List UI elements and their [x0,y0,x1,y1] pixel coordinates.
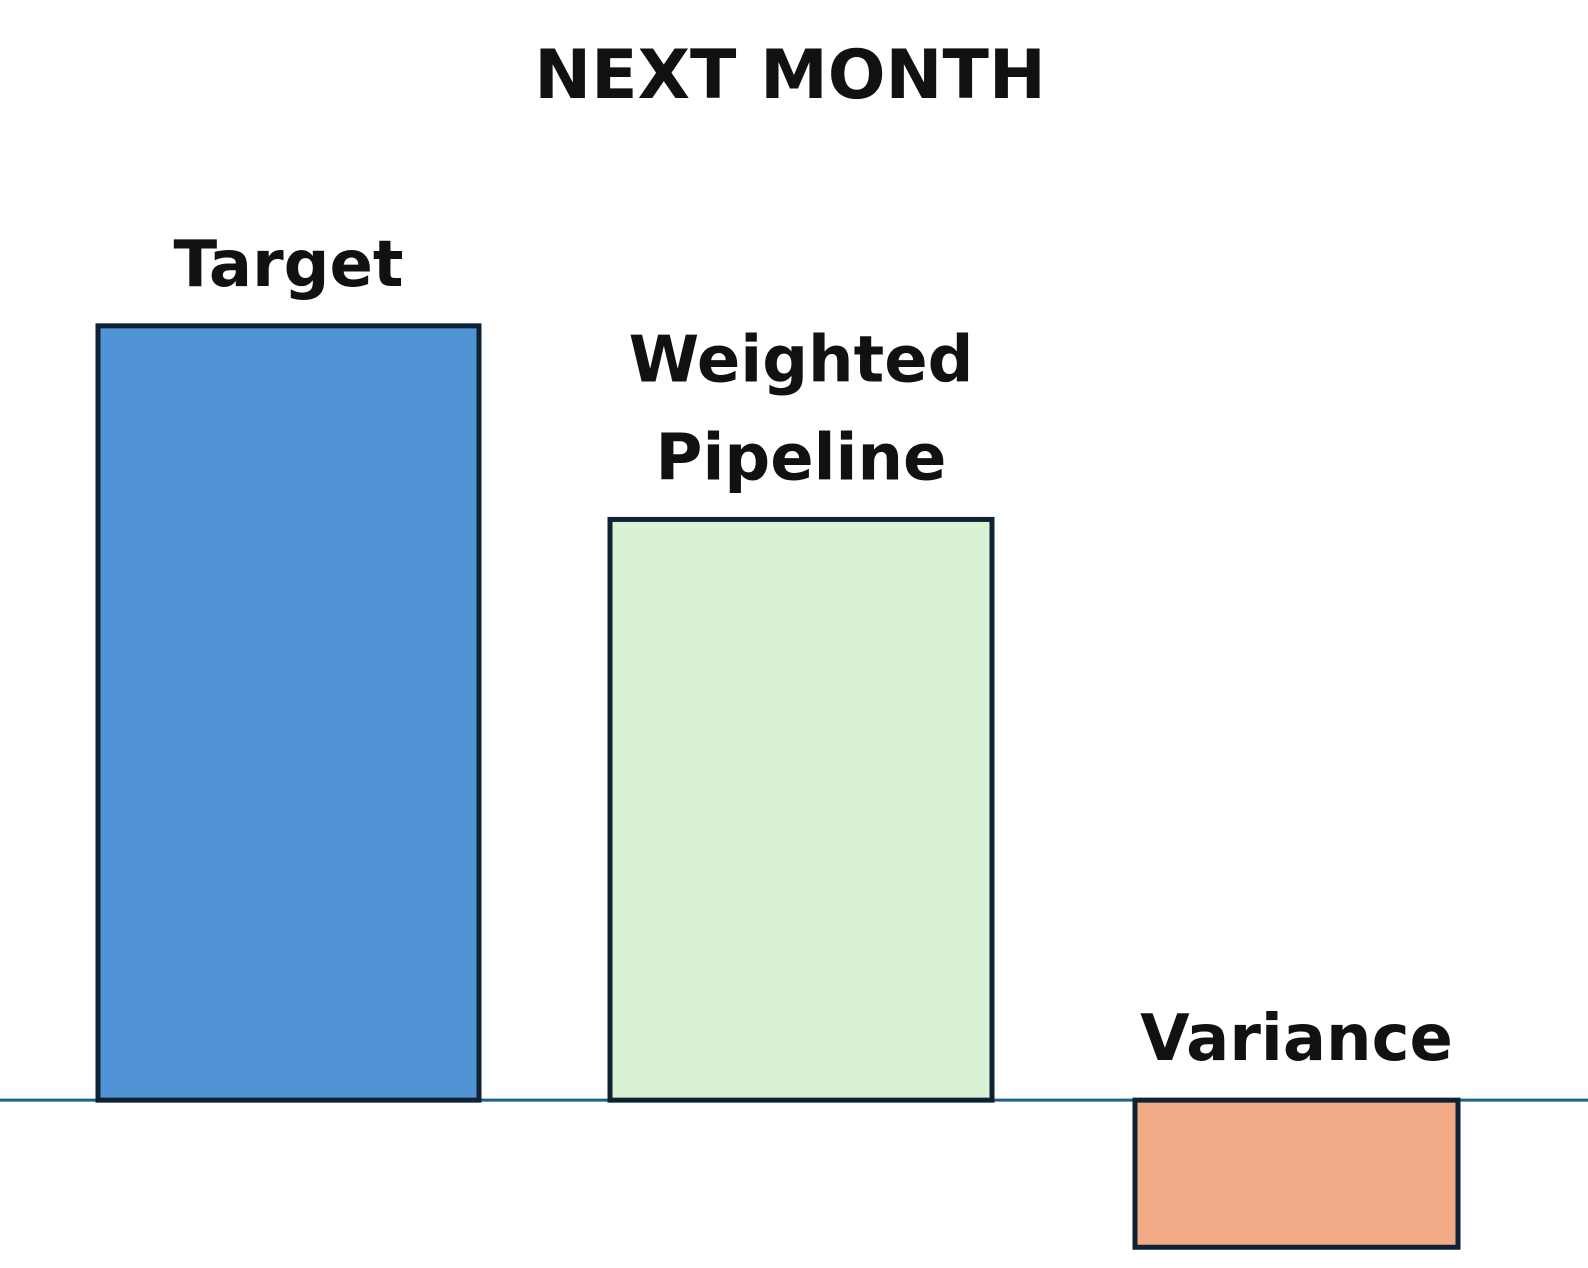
bar [607,516,995,1103]
category-label: Target [174,228,404,302]
chart-title: NEXT MONTH [534,36,1046,115]
bar [95,323,482,1103]
category-label: Weighted Pipeline [629,323,974,495]
category-label: Variance [1140,1002,1453,1076]
bar [1132,1097,1461,1250]
